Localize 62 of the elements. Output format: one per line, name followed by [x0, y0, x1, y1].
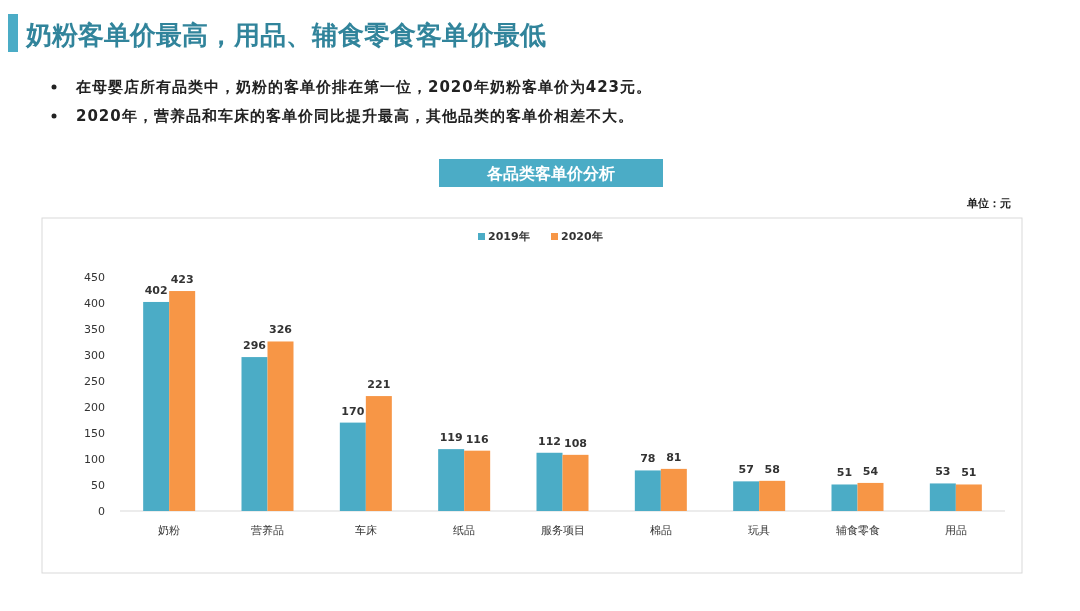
- bar: [143, 301, 170, 511]
- bar: [634, 470, 661, 511]
- bar: [955, 484, 982, 511]
- y-tick-label: 100: [84, 453, 105, 466]
- bar: [339, 422, 366, 511]
- bar: [365, 396, 392, 511]
- bar: [929, 483, 956, 511]
- legend-label: 2020年: [561, 230, 603, 243]
- y-tick-label: 300: [84, 349, 105, 362]
- y-tick-label: 200: [84, 401, 105, 414]
- bar: [857, 482, 884, 511]
- bar: [660, 468, 687, 511]
- bar: [464, 450, 491, 511]
- data-label: 402: [144, 283, 168, 297]
- data-label: 51: [961, 466, 977, 480]
- data-label: 170: [341, 404, 365, 418]
- bar: [438, 449, 465, 511]
- y-tick-label: 400: [84, 297, 105, 310]
- data-label: 81: [666, 450, 682, 464]
- x-tick-label: 车床: [354, 524, 377, 537]
- y-tick-label: 150: [84, 427, 105, 440]
- data-label: 57: [738, 463, 754, 477]
- data-label: 326: [269, 323, 293, 337]
- data-label: 53: [935, 465, 951, 479]
- data-label: 108: [564, 436, 587, 450]
- data-label: 221: [367, 378, 391, 392]
- y-tick-label: 450: [84, 271, 105, 284]
- data-label: 116: [465, 432, 489, 446]
- chart-title: 奶粉客单价最高，用品、辅食零食客单价最低: [25, 20, 546, 50]
- text: 在母婴店所有品类中，奶粉的客单价排在第一位，2020年奶粉客单价为423元。: [75, 78, 653, 96]
- x-tick-label: 玩具: [748, 524, 771, 537]
- y-tick-label: 350: [84, 323, 105, 336]
- chart-subtitle: 各品类客单价分析: [486, 164, 615, 183]
- data-label: 119: [439, 431, 463, 445]
- legend-label: 2019年: [488, 230, 530, 243]
- bar: [831, 484, 858, 511]
- bar: [241, 357, 268, 511]
- data-label: 54: [862, 464, 879, 478]
- data-label: 51: [836, 466, 853, 480]
- bar: [733, 481, 760, 511]
- text: 单位：元: [966, 197, 1011, 210]
- y-tick-label: 0: [98, 505, 105, 518]
- x-tick-label: 纸品: [453, 524, 476, 537]
- data-label: 78: [640, 452, 656, 466]
- y-tick-label: 50: [91, 479, 105, 492]
- text: 2020年，营养品和车床的客单价同比提升最高，其他品类的客单价相差不大。: [76, 107, 634, 125]
- bar: [267, 341, 294, 511]
- x-tick-label: 用品: [944, 524, 967, 537]
- data-label: 296: [243, 339, 267, 353]
- x-tick-label: 辅食零食: [835, 524, 880, 537]
- data-label: 112: [538, 434, 561, 448]
- x-tick-label: 奶粉: [158, 524, 181, 537]
- bar: [562, 454, 589, 511]
- bar: [169, 291, 196, 511]
- bar: [536, 452, 563, 511]
- bar: [759, 480, 786, 511]
- x-tick-label: 服务项目: [540, 524, 585, 537]
- data-label: 423: [170, 273, 194, 287]
- data-label: 58: [764, 462, 780, 476]
- x-tick-label: 棉品: [649, 524, 672, 537]
- x-tick-label: 营养品: [251, 524, 284, 537]
- y-tick-label: 250: [84, 375, 105, 388]
